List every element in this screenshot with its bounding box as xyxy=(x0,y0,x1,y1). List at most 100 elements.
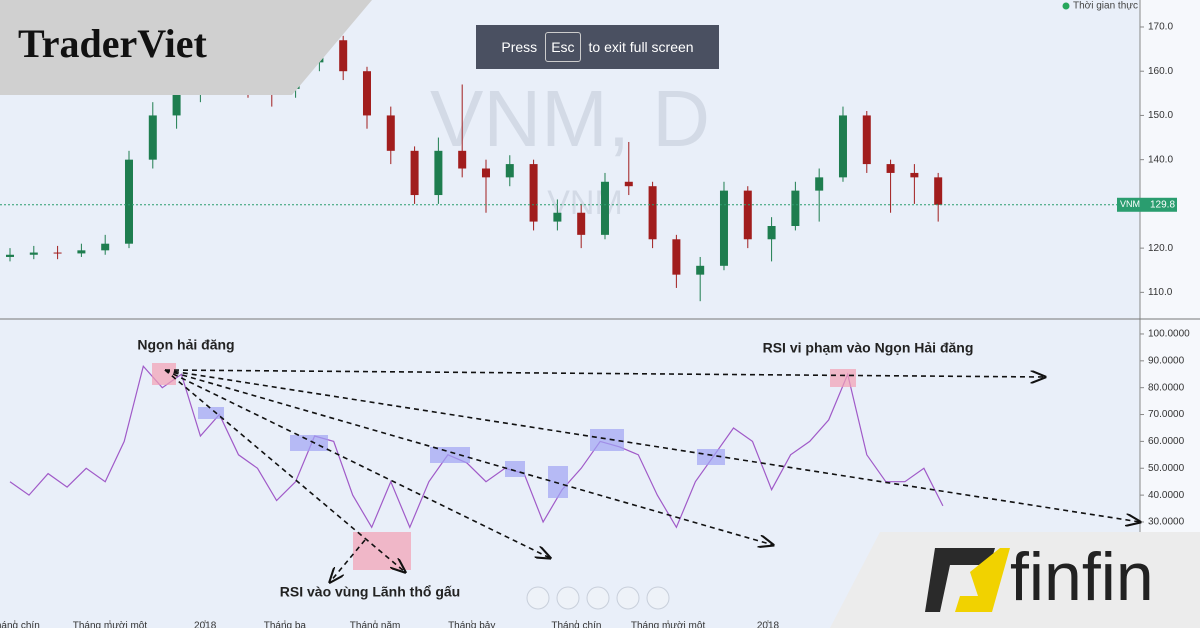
scroll-left[interactable] xyxy=(526,586,550,610)
y-tick-label: 30.0000 xyxy=(1148,517,1185,528)
brand-icon xyxy=(925,548,1010,612)
realtime: Thời gian thực xyxy=(1073,1,1138,12)
y-tick-label: 100.0000 xyxy=(1148,329,1190,340)
arrow xyxy=(164,369,550,558)
arrow xyxy=(164,369,1045,377)
candle-body xyxy=(553,212,562,222)
candle-body xyxy=(386,115,395,151)
zoom-out[interactable] xyxy=(556,586,580,610)
candle-body xyxy=(719,190,728,266)
candle-body xyxy=(624,181,633,187)
candle-body xyxy=(529,164,538,222)
x-tick-label: Tháng mười một xyxy=(631,621,706,628)
candle-body xyxy=(101,243,110,251)
candle-body xyxy=(458,150,467,169)
candle-body xyxy=(767,226,776,240)
x-tick-label: Tháng bảy xyxy=(448,621,495,628)
hint-text: Press xyxy=(501,39,538,55)
candle-body xyxy=(339,40,348,72)
x-tick-label: Tháng năm xyxy=(350,621,401,628)
candle-body xyxy=(577,212,586,235)
icon-part xyxy=(925,548,995,612)
candle-body xyxy=(910,172,919,178)
y-tick-label: 90.0000 xyxy=(1148,355,1185,366)
brand-bg xyxy=(830,532,1200,628)
y-tick-label: 120.0 xyxy=(1148,243,1173,254)
y-tick-label: 150.0 xyxy=(1148,110,1173,121)
candle-body xyxy=(362,71,371,116)
candle-body xyxy=(791,190,800,227)
fullscreen-hint: Press Esc to exit full screen xyxy=(476,25,719,69)
y-tick-label: 80.0000 xyxy=(1148,382,1185,393)
last-price-box xyxy=(1117,197,1177,212)
arrow xyxy=(164,369,405,572)
x-tick-label: Tháng chín xyxy=(551,621,601,628)
rsi-line xyxy=(9,364,944,529)
candle-body xyxy=(410,150,419,196)
hint-key: Esc xyxy=(545,32,581,62)
x-tick-label: 2018 xyxy=(194,621,217,628)
candle-body xyxy=(815,177,824,191)
y-tick-label: 70.0000 xyxy=(1148,409,1185,420)
y-tick-label: 140.0 xyxy=(1148,154,1173,165)
candle-body xyxy=(5,254,14,257)
candle-body xyxy=(77,250,86,254)
y-tick-label: 110.0 xyxy=(1148,287,1173,298)
icon-part xyxy=(955,548,1010,612)
highlight xyxy=(590,429,624,451)
candle-body xyxy=(696,265,705,275)
candle-body xyxy=(648,186,657,240)
price-pane: 170.0160.0150.0140.0130.0120.0110.0VNM12… xyxy=(0,22,1177,302)
x-tick-label: 2018 xyxy=(757,621,780,628)
candle-body xyxy=(862,115,871,165)
y-tick-label: 50.0000 xyxy=(1148,463,1185,474)
y-tick-label: 40.0000 xyxy=(1148,490,1185,501)
highlight xyxy=(290,435,328,451)
nav-buttons xyxy=(526,586,670,610)
highlight xyxy=(505,461,525,477)
x-tick-label: Tháng mười một xyxy=(73,621,148,628)
axis-area xyxy=(1140,0,1200,628)
status-dot xyxy=(1062,2,1070,10)
reset[interactable] xyxy=(586,586,610,610)
candle-body xyxy=(672,239,681,275)
x-tick-label: Tháng chín xyxy=(0,621,40,628)
candle-body xyxy=(29,252,38,255)
highlight xyxy=(430,447,470,463)
arrows xyxy=(164,369,1140,582)
highlight xyxy=(353,532,411,570)
last-price-value: 129.8 xyxy=(1150,199,1175,210)
y-tick-label: 60.0000 xyxy=(1148,436,1185,447)
scroll-right[interactable] xyxy=(646,586,670,610)
highlight xyxy=(152,363,176,385)
highlight xyxy=(548,466,568,498)
candle-body xyxy=(600,181,609,235)
annotation: Ngọn hải đăng xyxy=(137,337,234,353)
candle-body xyxy=(886,164,895,173)
last-price-name: VNM xyxy=(1120,199,1140,209)
candle-body xyxy=(53,252,62,254)
rsi-pane: 100.0000 90.0000 80.0000 70.0000 60.0000 50.0… xyxy=(0,329,1190,628)
candle-body xyxy=(838,115,847,178)
y-tick-label: 170.0 xyxy=(1148,22,1173,33)
hint-text: to exit full screen xyxy=(588,39,694,55)
annotation: RSI vào vùng Lãnh thổ gấu xyxy=(280,584,460,600)
annotation: RSI vi phạm vào Ngọn Hải đăng xyxy=(763,340,974,356)
highlight xyxy=(697,449,725,465)
candle-body xyxy=(743,190,752,240)
candle-body xyxy=(505,164,514,178)
annotation-boxes xyxy=(152,363,856,570)
candle-body xyxy=(172,93,181,116)
logo-bg xyxy=(0,0,372,95)
brand: finfin xyxy=(1010,539,1154,615)
highlight xyxy=(198,407,224,419)
x-tick-label: Tháng ba xyxy=(264,621,307,628)
candle-body xyxy=(481,168,490,178)
arrow xyxy=(164,369,1140,522)
candle-body xyxy=(434,150,443,196)
y-tick-label: 160.0 xyxy=(1148,66,1173,77)
highlight xyxy=(830,369,856,387)
zoom-in[interactable] xyxy=(616,586,640,610)
